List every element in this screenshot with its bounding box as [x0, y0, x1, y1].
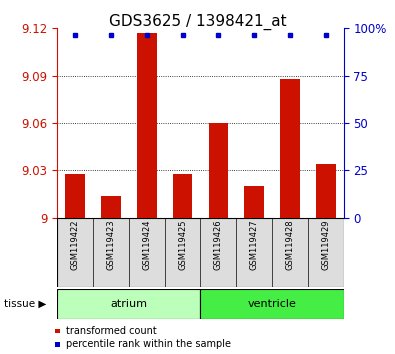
Text: GSM119427: GSM119427 [250, 220, 259, 270]
Bar [57, 289, 201, 319]
Bar [65, 173, 85, 218]
Text: transformed count: transformed count [66, 326, 157, 336]
Text: GSM119424: GSM119424 [142, 220, 151, 270]
Bar [245, 186, 264, 218]
Text: GSM119423: GSM119423 [107, 220, 115, 270]
Bar [137, 33, 156, 218]
Text: GSM119426: GSM119426 [214, 220, 223, 270]
Text: GDS3625 / 1398421_at: GDS3625 / 1398421_at [109, 14, 286, 30]
Bar [316, 164, 336, 218]
Text: atrium: atrium [110, 298, 147, 309]
Bar [201, 289, 344, 319]
Text: tissue ▶: tissue ▶ [4, 298, 46, 309]
Bar [173, 173, 192, 218]
Text: GSM119429: GSM119429 [321, 220, 330, 270]
Text: GSM119428: GSM119428 [286, 220, 294, 270]
Bar [101, 196, 121, 218]
Bar [280, 79, 300, 218]
Text: GSM119425: GSM119425 [178, 220, 187, 270]
Text: GSM119422: GSM119422 [71, 220, 80, 270]
Text: ventricle: ventricle [248, 298, 297, 309]
Text: percentile rank within the sample: percentile rank within the sample [66, 339, 231, 349]
Bar [209, 123, 228, 218]
